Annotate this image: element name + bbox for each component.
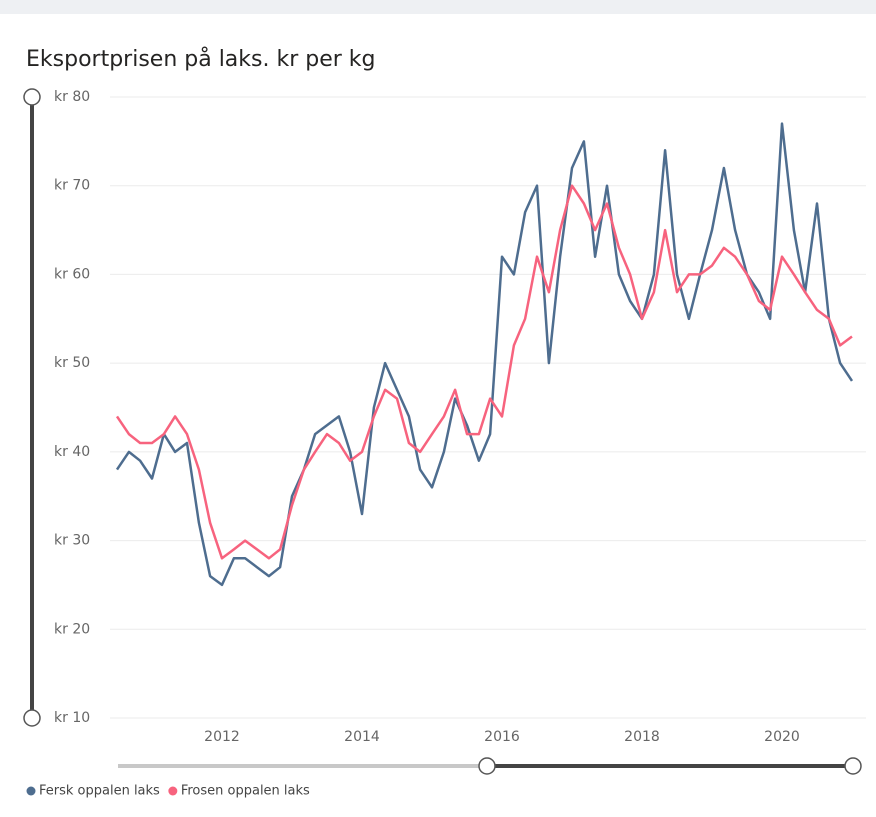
y-tick-label: kr 70 [54, 178, 90, 194]
y-tick-label: kr 30 [54, 533, 90, 549]
y-slider[interactable] [23, 88, 41, 727]
x-tick-label: 2018 [624, 729, 660, 745]
legend-marker [168, 786, 178, 796]
y-tick-label: kr 80 [54, 89, 90, 105]
chart-title: Eksportprisen på laks. kr per kg [26, 46, 376, 72]
legend-marker [26, 786, 36, 796]
y-tick-label: kr 20 [54, 621, 90, 637]
top-band [0, 0, 876, 14]
y-slider-handle[interactable] [23, 709, 41, 727]
x-tick-label: 2012 [204, 729, 240, 745]
y-tick-label: kr 10 [54, 710, 90, 726]
series-line [115, 122, 854, 587]
x-tick-label: 2014 [344, 729, 380, 745]
x-tick-label: 2020 [764, 729, 800, 745]
y-tick-label: kr 60 [54, 266, 90, 282]
y-tick-label: kr 40 [54, 444, 90, 460]
x-slider[interactable] [118, 757, 862, 775]
legend-label: Fersk oppalen laks [39, 784, 160, 799]
legend-label: Frosen oppalen laks [181, 784, 310, 799]
y-tick-label: kr 50 [54, 355, 90, 371]
x-slider-handle[interactable] [478, 757, 496, 775]
legend-item: Frosen oppalen laks [168, 784, 310, 799]
x-tick-label: 2016 [484, 729, 520, 745]
legend-item: Fersk oppalen laks [26, 784, 160, 799]
y-slider-handle[interactable] [23, 88, 41, 106]
series-line [115, 184, 853, 560]
x-slider-handle[interactable] [844, 757, 862, 775]
